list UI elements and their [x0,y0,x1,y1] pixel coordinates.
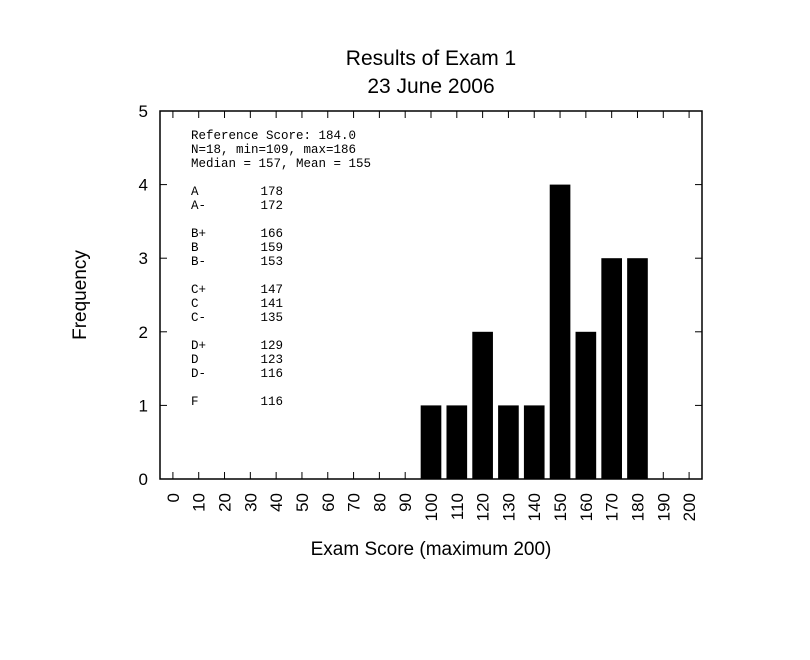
grade-label: D+ [191,339,206,353]
grade-label: B- [191,255,206,269]
bar-110 [446,405,468,479]
grade-cutoff: 116 [260,367,283,381]
stats-annotation: Reference Score: 184.0N=18, min=109, max… [191,129,371,409]
x-tick-label: 50 [293,493,312,512]
grade-label: F [191,395,199,409]
bar-180 [627,258,648,479]
x-tick-label: 160 [577,493,596,521]
bars-group [420,184,648,479]
x-tick-label: 110 [448,493,467,520]
summary-line: Reference Score: 184.0 [191,129,356,143]
grade-label: B+ [191,227,206,241]
grade-label: D- [191,367,206,381]
x-tick-label: 190 [654,493,673,521]
bar-120 [472,331,493,479]
x-tick-label: 200 [680,493,699,521]
bar-130 [498,405,519,479]
x-tick-label: 80 [370,493,389,512]
x-tick-label: 20 [216,493,235,512]
bar-160 [575,331,597,479]
x-tick-label: 70 [345,493,364,512]
bar-100 [420,405,442,479]
x-axis-label: Exam Score (maximum 200) [311,539,552,560]
x-tick-label: 140 [525,493,544,521]
grade-cutoff: 159 [260,241,283,255]
x-tick-label: 60 [319,493,338,512]
grade-cutoff: 129 [260,339,283,353]
grade-cutoff: 147 [260,283,283,297]
y-tick-label: 2 [139,323,148,342]
grade-label: C [191,297,199,311]
grade-label: A- [191,199,206,213]
y-tick-label: 3 [139,249,148,268]
summary-line: Median = 157, Mean = 155 [191,157,371,171]
y-tick-label: 1 [139,396,148,415]
y-axis-label: Frequency [70,250,91,340]
grade-cutoff: 153 [260,255,283,269]
x-tick-label: 0 [164,493,183,502]
grade-cutoff: 166 [260,227,283,241]
x-tick-label: 130 [499,493,518,521]
x-tick-label: 170 [603,493,622,521]
x-tick-label: 180 [628,493,647,521]
x-tick-label: 30 [241,493,260,512]
bar-170 [601,258,622,479]
x-tick-label: 100 [422,493,441,521]
x-tick-label: 90 [396,493,415,512]
x-tick-label: 40 [267,493,286,512]
y-tick-label: 4 [139,176,148,195]
y-tick-label: 0 [139,470,148,489]
summary-line: N=18, min=109, max=186 [191,143,356,157]
grade-cutoff: 116 [260,395,283,409]
chart-title-line-2: 23 June 2006 [367,75,494,98]
grade-cutoff: 172 [260,199,283,213]
x-tick-label: 150 [551,493,570,521]
x-axis-ticks: 0 10 20 30 40 50 60 70 80 90 100 110 120 130 140 150 160… [164,111,699,521]
bar-140 [523,405,545,479]
grade-label: C- [191,311,206,325]
x-tick-label: 120 [474,493,493,521]
chart-title-line-1: Results of Exam 1 [346,47,516,70]
grade-cutoff: 123 [260,353,283,367]
bar-150 [549,184,571,479]
grade-label: B [191,241,199,255]
grade-label: D [191,353,199,367]
grade-cutoff: 178 [260,185,283,199]
grade-cutoff: 141 [260,297,283,311]
x-tick-label: 10 [190,493,209,512]
y-tick-label: 5 [139,102,148,121]
grade-label: A [191,185,199,199]
grade-label: C+ [191,283,206,297]
grade-cutoff: 135 [260,311,283,325]
